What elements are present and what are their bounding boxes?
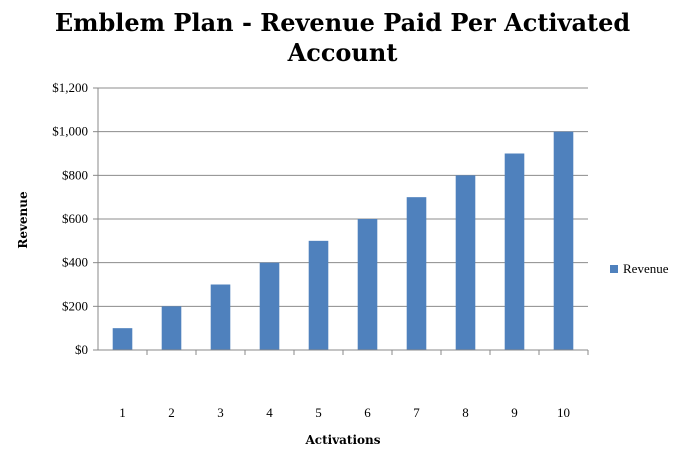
- x-tick-label: 1: [119, 405, 126, 420]
- legend: Revenue: [610, 261, 669, 276]
- bar-8: [455, 175, 476, 350]
- chart-title: Emblem Plan - Revenue Paid Per Activated…: [0, 8, 685, 68]
- y-tick-label: $0: [75, 342, 88, 357]
- x-tick-label: 9: [511, 405, 518, 420]
- x-tick-label: 4: [266, 405, 273, 420]
- bar-5: [308, 240, 329, 350]
- bar-10: [553, 131, 574, 350]
- bars: [112, 131, 574, 350]
- bar-7: [406, 197, 427, 350]
- bar-3: [210, 284, 231, 350]
- x-tick-label: 2: [168, 405, 175, 420]
- x-tick-label: 5: [315, 405, 322, 420]
- bar-4: [259, 262, 280, 350]
- x-tick-label: 7: [413, 405, 420, 420]
- y-tick-label: $800: [62, 167, 88, 182]
- bar-9: [504, 153, 525, 350]
- x-tick-labels: 1 2 3 4 5 6 7 8 9 10: [119, 350, 589, 420]
- x-tick-label: 10: [557, 405, 570, 420]
- x-tick-label: 3: [217, 405, 224, 420]
- y-tick-label: $1,200: [52, 80, 88, 95]
- legend-label: Revenue: [623, 261, 669, 276]
- chart-title-line-1: Emblem Plan - Revenue Paid Per Activated: [54, 8, 631, 37]
- y-tick-label: $600: [62, 211, 88, 226]
- x-tick-label: 6: [364, 405, 371, 420]
- x-tick-label: 8: [462, 405, 469, 420]
- bar-2: [161, 306, 182, 350]
- bar-1: [112, 328, 133, 350]
- legend-swatch: [610, 265, 618, 273]
- bar-6: [357, 219, 378, 350]
- y-tick-label: $1,000: [52, 124, 88, 139]
- y-tick-label: $400: [62, 255, 88, 270]
- y-axis-title: Revenue: [16, 191, 30, 249]
- chart-title-line-2: Account: [287, 38, 398, 67]
- y-tick-label: $200: [62, 298, 88, 313]
- x-axis-title: Activations: [304, 433, 380, 447]
- y-tick-labels: $0 $200 $400 $600 $800 $1,000 $1,200: [52, 80, 98, 357]
